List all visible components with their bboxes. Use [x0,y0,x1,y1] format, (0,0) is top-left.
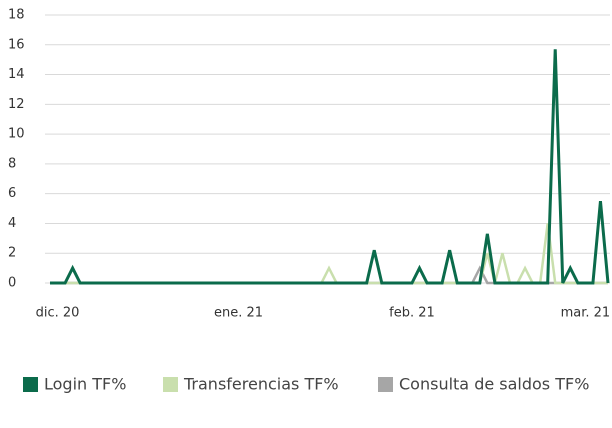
y-tick-label: 16 [8,37,25,52]
legend-label: Consulta de saldos TF% [399,375,589,394]
x-tick-label: mar. 21 [561,306,611,321]
y-tick-label: 8 [8,156,16,171]
x-tick-label: feb. 21 [389,306,435,321]
y-tick-label: 18 [8,8,25,23]
y-tick-label: 10 [8,127,25,142]
x-tick-label: ene. 21 [214,306,263,321]
y-tick-label: 0 [8,276,16,291]
legend-swatch [23,377,38,392]
y-tick-label: 4 [8,216,16,231]
y-tick-label: 2 [8,246,16,261]
series-line [50,49,610,285]
legend-label: Transferencias TF% [183,375,339,394]
y-tick-label: 12 [8,97,25,112]
y-tick-label: 6 [8,186,16,201]
y-tick-label: 14 [8,67,25,82]
legend-label: Login TF% [44,375,126,394]
legend-swatch [378,377,393,392]
x-tick-label: dic. 20 [36,306,80,321]
legend-swatch [163,377,178,392]
